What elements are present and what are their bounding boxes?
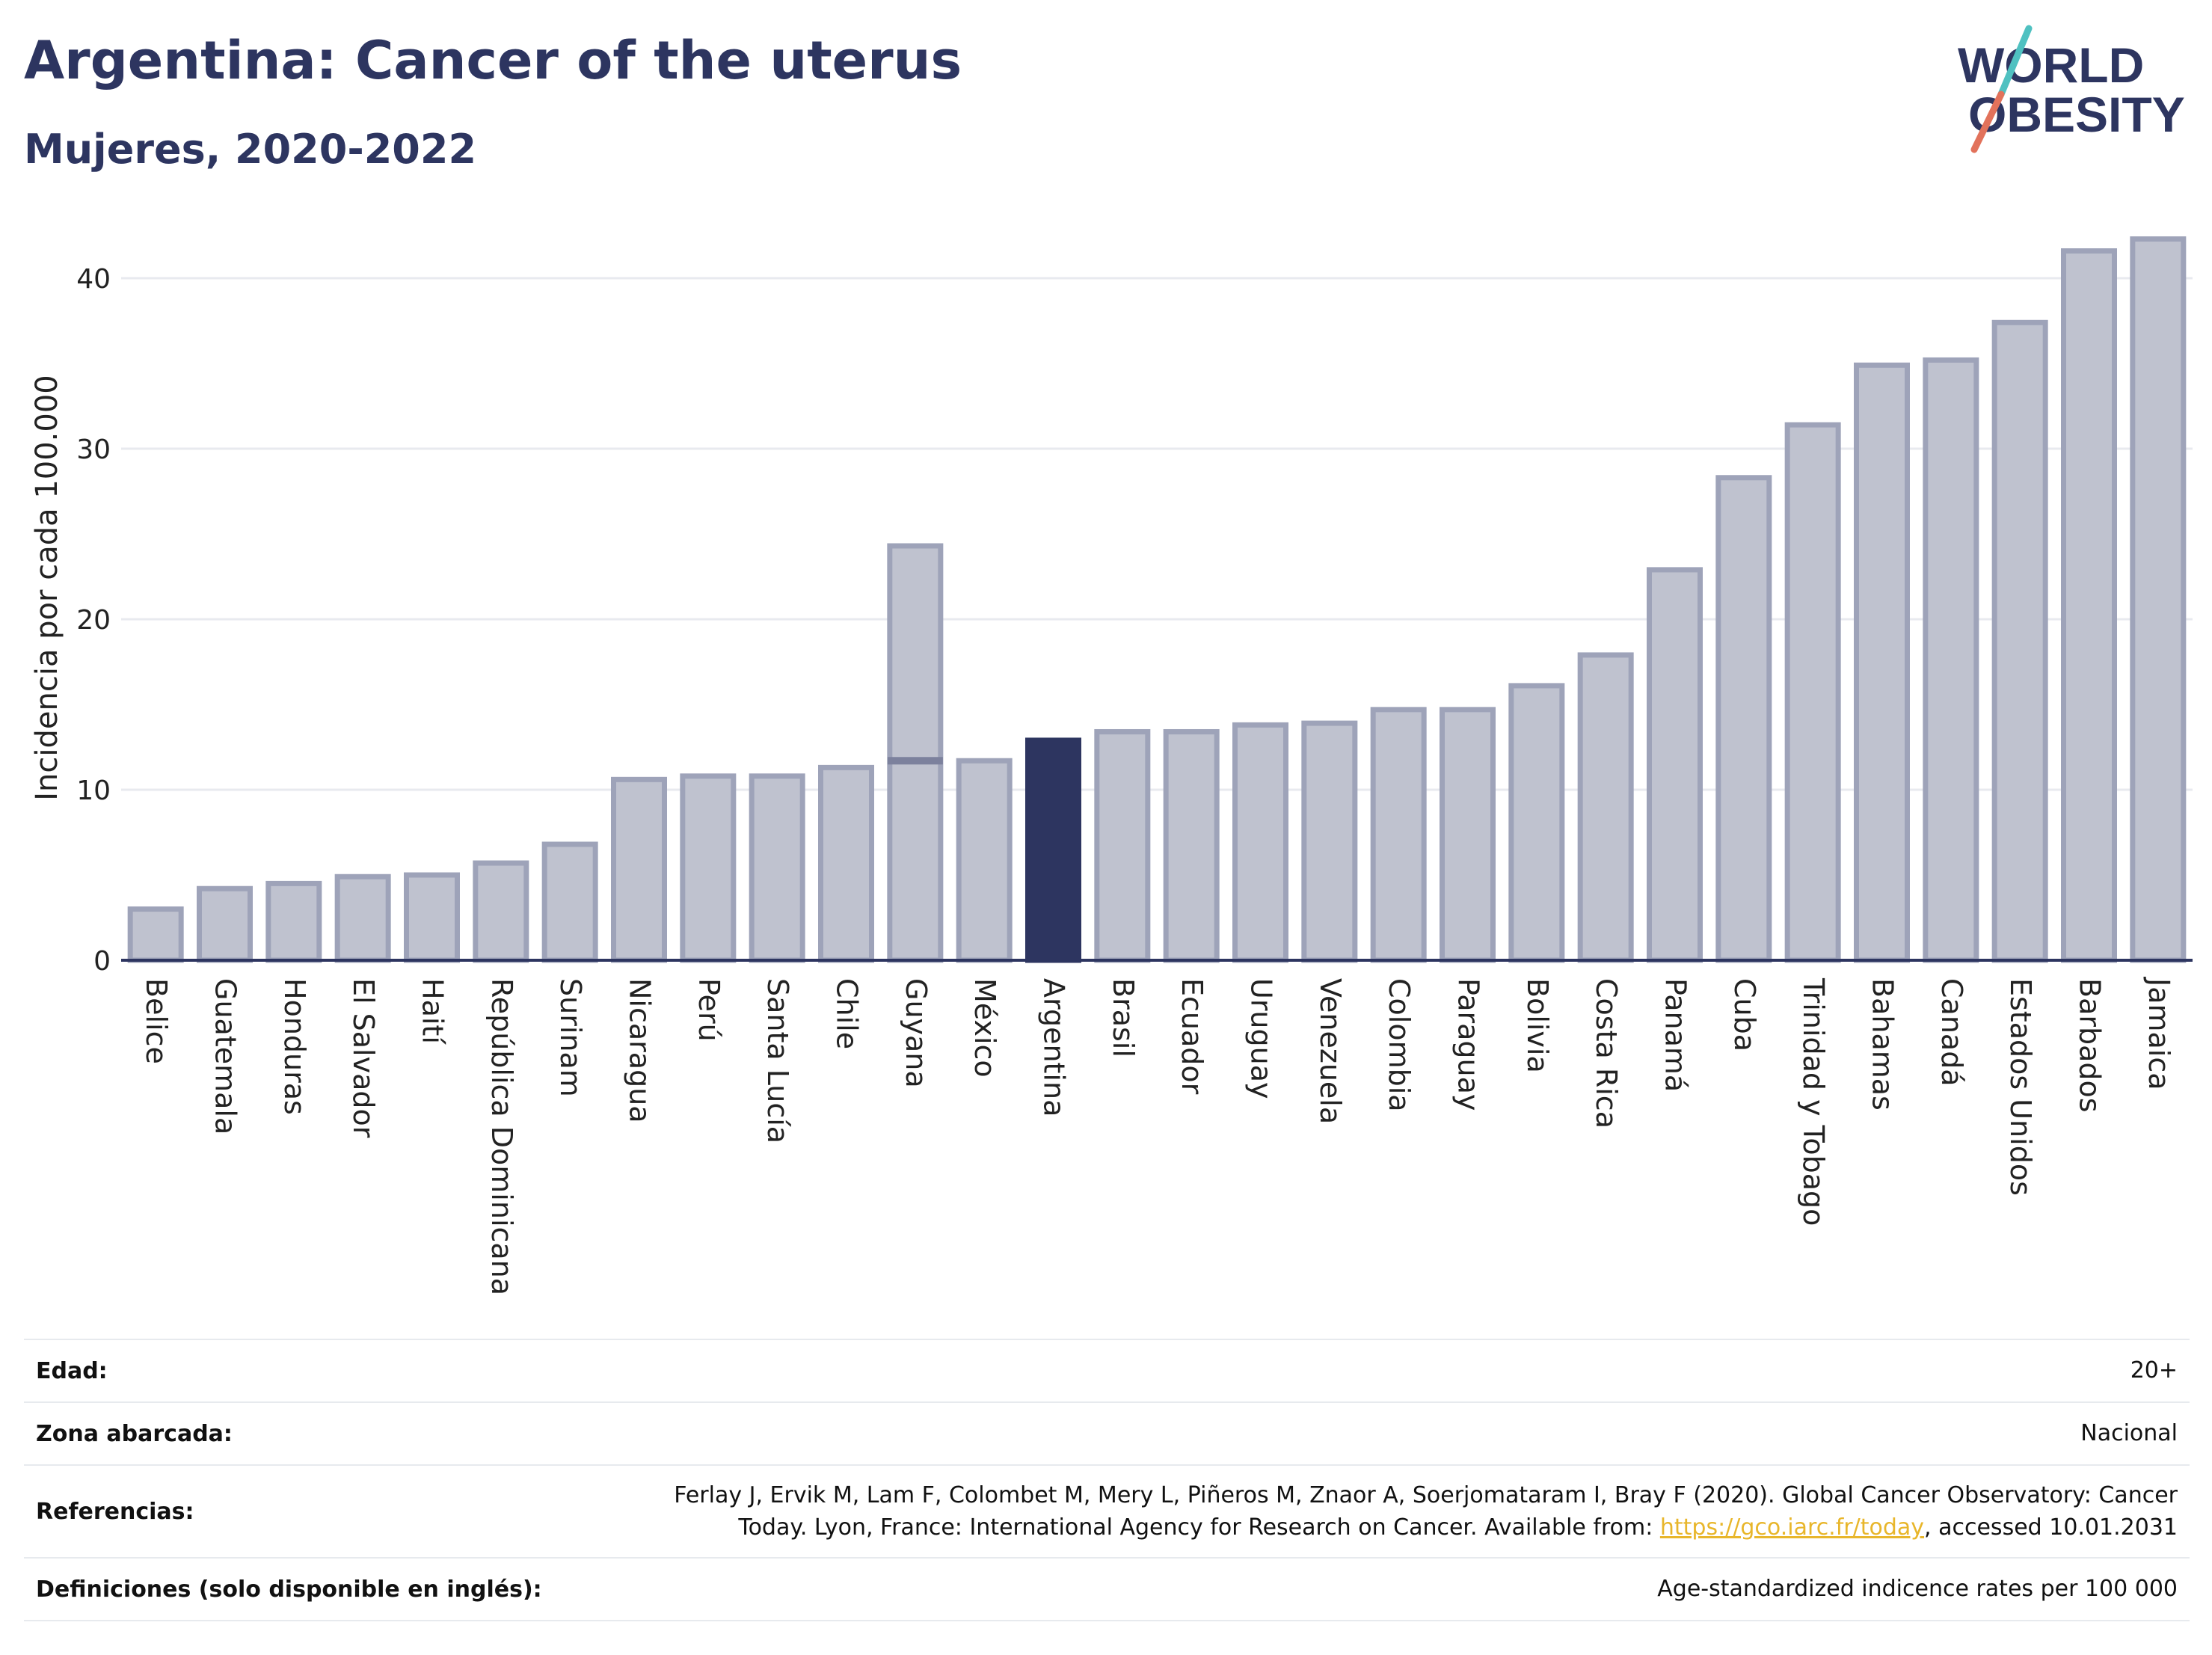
bar bbox=[334, 873, 391, 963]
bar bbox=[680, 773, 737, 963]
bar bbox=[541, 841, 598, 963]
bar bbox=[1854, 362, 1910, 963]
x-tick-label: Panamá bbox=[1659, 978, 1692, 1092]
bar bbox=[1508, 683, 1565, 963]
bar bbox=[1440, 707, 1496, 963]
bar bbox=[197, 885, 253, 963]
bar bbox=[1577, 652, 1634, 963]
x-tick-label: Brasil bbox=[1107, 978, 1140, 1057]
reference-line-2-start: Today. Lyon, France: International Agenc… bbox=[738, 1514, 1660, 1541]
info-value-referencias: Ferlay J, Ervik M, Lam F, Colombet M, Me… bbox=[581, 1464, 2190, 1559]
x-tick-label: Trinidad y Tobago bbox=[1797, 977, 1830, 1226]
x-tick-label: Perú bbox=[692, 978, 725, 1042]
bar bbox=[1923, 357, 1979, 963]
bar-chart: 0 10 20 30 40 Incidencia por cada 100.000 Beli… bbox=[30, 236, 2193, 1295]
bar bbox=[127, 906, 184, 963]
bar bbox=[749, 773, 805, 963]
bar bbox=[404, 872, 460, 963]
x-tick-label: Guatemala bbox=[209, 978, 242, 1134]
bar bbox=[473, 860, 529, 963]
bar bbox=[887, 543, 944, 963]
logo-slash-teal bbox=[1997, 25, 2033, 98]
logo-text-obesity: OBESITY bbox=[1968, 87, 2185, 142]
x-tick-label: Venezuela bbox=[1314, 978, 1347, 1124]
y-axis-label: Incidencia por cada 100.000 bbox=[30, 375, 64, 801]
chart-subtitle: Mujeres, 2020-2022 bbox=[24, 126, 477, 173]
y-tick-label: 40 bbox=[76, 264, 111, 295]
y-tick-label: 10 bbox=[76, 776, 111, 806]
info-table: Edad: 20+ Zona abarcada: Nacional Refere… bbox=[24, 1339, 2190, 1621]
x-tick-label: Costa Rica bbox=[1590, 978, 1623, 1129]
reference-line-2-end: , accessed 10.01.2031 bbox=[1924, 1514, 2178, 1541]
bar bbox=[1163, 728, 1220, 963]
logo-slash-red bbox=[1970, 90, 2005, 153]
info-value-edad: 20+ bbox=[581, 1339, 2190, 1403]
bar bbox=[818, 764, 874, 963]
x-tick-label: Ecuador bbox=[1176, 978, 1208, 1095]
x-tick-label: Bahamas bbox=[1867, 978, 1899, 1111]
x-tick-label: Guyana bbox=[900, 978, 933, 1088]
info-label-definiciones: Definiciones (solo disponible en inglés)… bbox=[24, 1557, 582, 1621]
reference-link[interactable]: https://gco.iarc.fr/today bbox=[1659, 1514, 1925, 1541]
x-tick-label: Nicaragua bbox=[624, 978, 657, 1123]
bar bbox=[2061, 248, 2117, 963]
y-tick-label: 0 bbox=[93, 946, 111, 977]
x-tick-label: El Salvador bbox=[347, 978, 380, 1138]
x-tick-label: Haití bbox=[417, 978, 449, 1045]
bar bbox=[1647, 567, 1703, 963]
info-value-zona: Nacional bbox=[581, 1401, 2190, 1466]
bar bbox=[1301, 720, 1358, 963]
bar bbox=[2130, 236, 2187, 963]
y-tick-label: 20 bbox=[76, 605, 111, 636]
x-tick-label: Santa Lucía bbox=[761, 978, 794, 1143]
bar bbox=[956, 758, 1013, 963]
info-row-referencias: Referencias: Ferlay J, Ervik M, Lam F, C… bbox=[24, 1464, 2190, 1559]
x-tick-label: Argentina bbox=[1038, 978, 1071, 1117]
info-row-edad: Edad: 20+ bbox=[24, 1339, 2190, 1403]
bar bbox=[1715, 475, 1772, 963]
world-obesity-logo: WORLD OBESITY bbox=[1958, 25, 2185, 153]
bar bbox=[1232, 722, 1288, 963]
bar bbox=[611, 776, 667, 963]
info-label-edad: Edad: bbox=[24, 1339, 582, 1403]
reference-line-1: Ferlay J, Ervik M, Lam F, Colombet M, Me… bbox=[674, 1481, 2178, 1508]
info-row-zona: Zona abarcada: Nacional bbox=[24, 1401, 2190, 1466]
logo-text-world: WORLD bbox=[1958, 37, 2144, 93]
info-label-referencias: Referencias: bbox=[24, 1464, 582, 1559]
x-tick-label: República Dominicana bbox=[485, 978, 518, 1295]
x-tick-label: Belice bbox=[140, 978, 173, 1064]
info-label-zona: Zona abarcada: bbox=[24, 1401, 582, 1466]
bar bbox=[1370, 707, 1427, 963]
x-tick-label: Canadá bbox=[1935, 978, 1968, 1087]
x-tick-label: Bolivia bbox=[1521, 978, 1554, 1073]
x-tick-label: México bbox=[968, 978, 1001, 1078]
chart-title: Argentina: Cancer of the uterus bbox=[24, 30, 962, 91]
x-tick-label: Honduras bbox=[278, 978, 311, 1115]
bar bbox=[265, 880, 322, 963]
x-tick-label: Cuba bbox=[1728, 978, 1761, 1051]
x-tick-label: Estados Unidos bbox=[2004, 978, 2037, 1196]
x-tick-label: Barbados bbox=[2074, 978, 2107, 1113]
x-tick-label: Uruguay bbox=[1245, 978, 1278, 1099]
bar bbox=[1991, 319, 2048, 963]
x-tick-label: Colombia bbox=[1383, 978, 1416, 1112]
x-tick-label: Surinam bbox=[554, 978, 587, 1097]
x-tick-label: Jamaica bbox=[2142, 977, 2175, 1090]
info-row-definiciones: Definiciones (solo disponible en inglés)… bbox=[24, 1557, 2190, 1621]
bar bbox=[1094, 728, 1151, 963]
y-tick-label: 30 bbox=[76, 435, 111, 465]
x-tick-label: Chile bbox=[831, 978, 864, 1049]
bar bbox=[1784, 422, 1841, 963]
x-tick-label: Paraguay bbox=[1452, 978, 1485, 1111]
info-value-definiciones: Age-standardized indicence rates per 100… bbox=[581, 1557, 2190, 1621]
bar-highlight bbox=[1025, 737, 1081, 963]
